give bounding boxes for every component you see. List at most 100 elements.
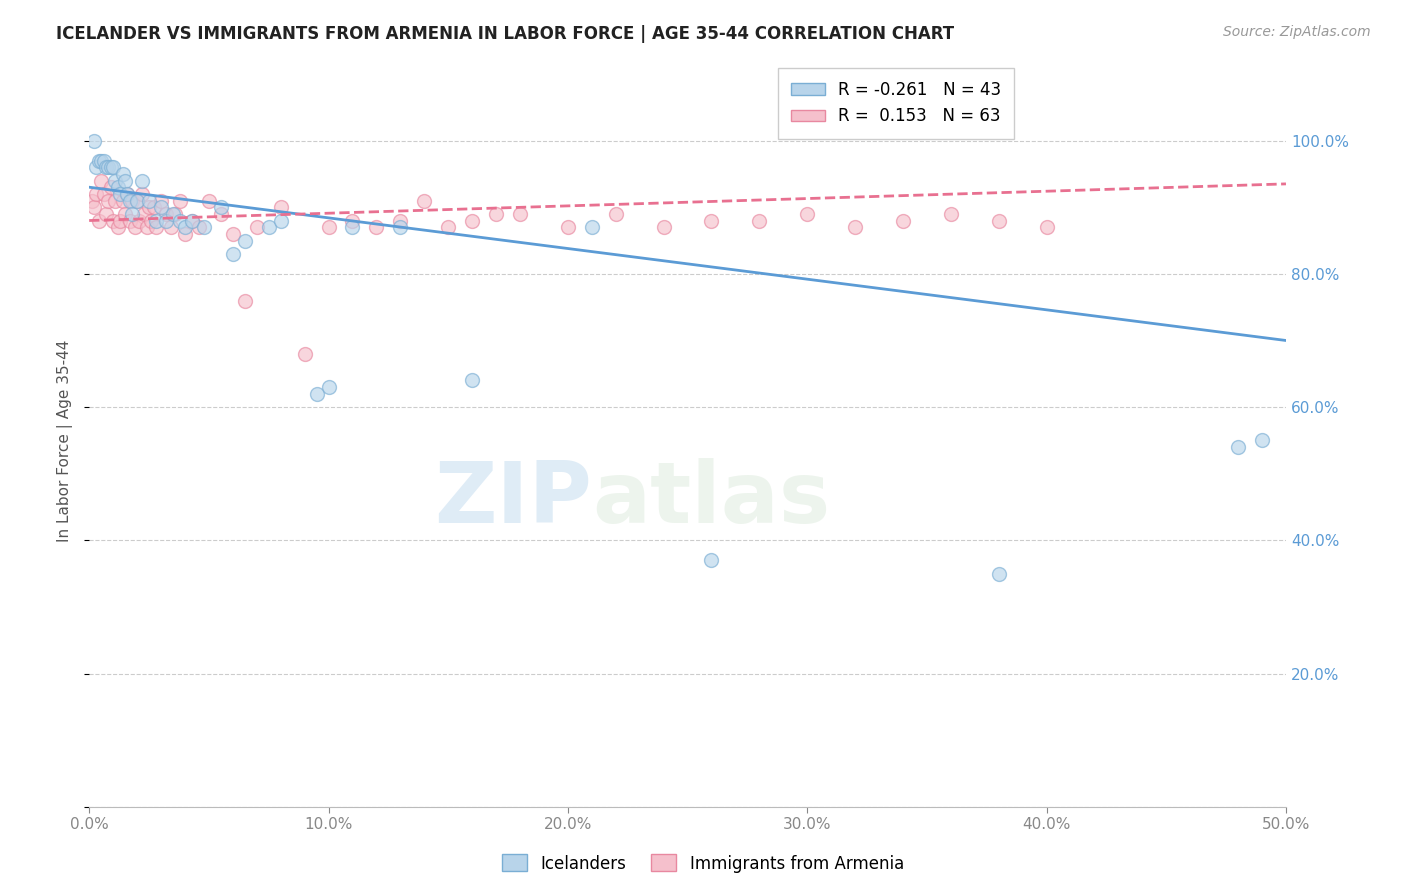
Point: [209, 200, 232, 214]
Text: ICELANDER VS IMMIGRANTS FROM ARMENIA IN LABOR FORCE | AGE 35-44 CORRELATION CHAR: ICELANDER VS IMMIGRANTS FROM ARMENIA IN …: [56, 25, 955, 43]
Point: [118, 213, 141, 227]
Point: [700, 213, 723, 227]
Point: [90, 153, 112, 168]
Point: [104, 194, 127, 208]
Point: [174, 227, 197, 241]
Point: [270, 200, 292, 214]
Point: [652, 220, 675, 235]
Point: [188, 220, 211, 235]
Point: [233, 293, 256, 308]
Point: [117, 186, 139, 201]
Point: [246, 220, 269, 235]
Text: ZIP: ZIP: [434, 458, 592, 541]
Point: [294, 347, 316, 361]
Point: [125, 194, 148, 208]
Point: [987, 566, 1010, 581]
Point: [193, 220, 215, 235]
Point: [149, 200, 172, 214]
Point: [413, 194, 436, 208]
Point: [796, 207, 818, 221]
Point: [987, 213, 1010, 227]
Point: [174, 220, 197, 235]
Point: [1035, 220, 1057, 235]
Point: [461, 374, 484, 388]
Point: [605, 207, 627, 221]
Point: [94, 160, 117, 174]
Point: [165, 207, 187, 221]
Point: [318, 380, 340, 394]
Point: [142, 200, 165, 214]
Point: [100, 180, 122, 194]
Point: [145, 213, 167, 227]
Point: [93, 153, 115, 168]
Point: [121, 207, 143, 221]
Point: [169, 194, 191, 208]
Point: [222, 227, 245, 241]
Point: [181, 213, 204, 227]
Y-axis label: In Labor Force | Age 35-44: In Labor Force | Age 35-44: [58, 339, 73, 541]
Point: [87, 153, 110, 168]
Point: [270, 213, 292, 227]
Point: [90, 173, 112, 187]
Point: [131, 173, 153, 187]
Point: [83, 134, 105, 148]
Point: [342, 213, 364, 227]
Point: [80, 194, 103, 208]
Point: [86, 160, 108, 174]
Point: [155, 213, 177, 227]
Point: [939, 207, 962, 221]
Point: [748, 213, 770, 227]
Point: [198, 194, 221, 208]
Point: [138, 194, 160, 208]
Point: [209, 207, 232, 221]
Point: [162, 207, 184, 221]
Point: [97, 160, 120, 174]
Point: [389, 213, 412, 227]
Point: [485, 207, 508, 221]
Point: [100, 160, 122, 174]
Point: [233, 234, 256, 248]
Point: [111, 194, 134, 208]
Point: [145, 220, 167, 235]
Point: [94, 207, 117, 221]
Point: [138, 200, 160, 214]
Point: [305, 386, 328, 401]
Point: [114, 207, 136, 221]
Point: [110, 213, 132, 227]
Legend: Icelanders, Immigrants from Armenia: Icelanders, Immigrants from Armenia: [495, 847, 911, 880]
Point: [844, 220, 866, 235]
Point: [581, 220, 603, 235]
Point: [366, 220, 388, 235]
Point: [125, 194, 148, 208]
Point: [1227, 440, 1250, 454]
Point: [87, 213, 110, 227]
Point: [97, 194, 120, 208]
Point: [114, 173, 136, 187]
Point: [101, 213, 124, 227]
Point: [86, 186, 108, 201]
Legend: R = -0.261   N = 43, R =  0.153   N = 63: R = -0.261 N = 43, R = 0.153 N = 63: [778, 68, 1014, 138]
Point: [437, 220, 460, 235]
Point: [181, 213, 204, 227]
Point: [461, 213, 484, 227]
Point: [891, 213, 914, 227]
Point: [509, 207, 531, 221]
Point: [131, 186, 153, 201]
Point: [318, 220, 340, 235]
Point: [101, 160, 124, 174]
Point: [389, 220, 412, 235]
Point: [83, 200, 105, 214]
Point: [111, 167, 134, 181]
Point: [155, 207, 177, 221]
Point: [557, 220, 579, 235]
Point: [1251, 434, 1274, 448]
Point: [107, 220, 129, 235]
Point: [141, 213, 163, 227]
Point: [124, 220, 146, 235]
Point: [135, 220, 157, 235]
Point: [121, 194, 143, 208]
Point: [342, 220, 364, 235]
Point: [117, 186, 139, 201]
Point: [118, 194, 141, 208]
Point: [159, 220, 181, 235]
